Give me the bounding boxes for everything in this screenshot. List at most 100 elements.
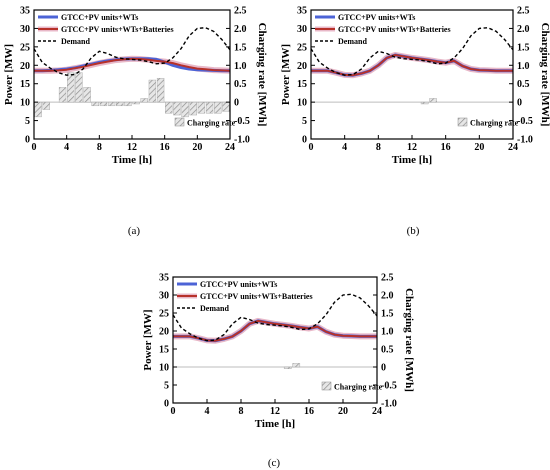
y-tick-label: 0 — [25, 135, 30, 146]
x-axis-title: Time [h] — [255, 418, 295, 430]
series-gtcc-pv-wt-batteries-line — [34, 57, 231, 72]
y-tick-label: 35 — [20, 6, 30, 17]
x-tick-label: 4 — [205, 406, 210, 417]
charging-rate-bar — [214, 101, 222, 114]
y2-tick-label: 1.5 — [517, 42, 530, 53]
x-tick-label: 8 — [239, 406, 244, 417]
y-tick-label: 5 — [164, 381, 169, 392]
y-tick-label: 5 — [302, 116, 307, 127]
y-tick-label: 25 — [20, 42, 30, 53]
y2-tick-label: -0.5 — [517, 116, 533, 127]
y2-tick-label: 0.5 — [234, 79, 247, 90]
charging-rate-bar — [173, 101, 181, 116]
x-tick-label: 4 — [342, 142, 347, 153]
legend-label: Charging rate — [187, 119, 236, 128]
charging-rate-bar — [420, 101, 429, 105]
charging-rate-bar — [429, 98, 437, 103]
y-tick-label: 15 — [20, 79, 30, 90]
panel-label: (a) — [128, 225, 141, 237]
y-tick-label: 25 — [297, 42, 307, 53]
charging-rate-bar — [124, 101, 132, 107]
chart-panel-2: 0 4 8 12 16 20 24 0 5 10 15 20 25 30 35 -1.0 -0.5 0 0.5 1.0… — [280, 6, 550, 238]
series-demand-line — [310, 26, 514, 76]
charging-rate-bar — [283, 366, 292, 369]
legend-label: Charging rate — [470, 119, 519, 128]
legend-swatch-hatch — [457, 117, 468, 127]
charging-rate-bar — [156, 77, 165, 103]
x-tick-label: 0 — [32, 142, 37, 153]
y-tick-label: 30 — [159, 291, 169, 302]
y2-axis-title: Charging rate [MWh] — [539, 23, 550, 127]
x-tick-label: 8 — [376, 142, 381, 153]
y2-tick-label: -1.0 — [381, 399, 397, 410]
x-tick-label: 20 — [338, 406, 348, 417]
legend-label: Demand — [61, 37, 90, 46]
y2-tick-label: -0.5 — [234, 116, 250, 127]
x-tick-label: 0 — [309, 142, 314, 153]
y2-tick-label: -0.5 — [381, 381, 397, 392]
legend-label: GTCC+PV units+WTs — [61, 13, 138, 22]
y2-tick-label: 2.0 — [381, 291, 394, 302]
y2-tick-label: 0 — [381, 363, 386, 374]
legend-swatch-hatch — [321, 381, 332, 391]
y2-tick-label: 2.0 — [234, 24, 247, 35]
y-axis-title: Power [MW] — [3, 44, 15, 105]
x-tick-label: 24 — [225, 142, 235, 153]
legend-label: Demand — [200, 304, 229, 313]
chart-panel-1: 0 4 8 12 16 20 24 0 5 10 15 20 25 30 35 -1.0 -0.5 0 0.5 1.0… — [3, 6, 268, 238]
x-axis-title: Time [h] — [392, 154, 432, 166]
y2-tick-label: 0.5 — [381, 345, 394, 356]
y2-tick-label: 1.5 — [234, 42, 247, 53]
charging-rate-bar — [75, 72, 83, 103]
series-demand-line — [33, 26, 231, 76]
x-axis-title: Time [h] — [112, 154, 152, 166]
legend-label: GTCC+PV units+WTs+Batteries — [200, 292, 313, 301]
y-axis-title: Power [MW] — [142, 309, 154, 370]
y-tick-label: 20 — [297, 61, 307, 72]
y-tick-label: 25 — [159, 309, 169, 320]
charging-rate-bar — [140, 98, 148, 103]
x-tick-label: 8 — [97, 142, 102, 153]
charging-rate-bar — [292, 363, 301, 368]
charging-rate-bar — [58, 87, 67, 103]
y2-tick-label: 1.5 — [381, 309, 394, 320]
x-tick-label: 16 — [441, 142, 451, 153]
y2-tick-label: 0 — [234, 98, 239, 109]
x-tick-label: 12 — [127, 142, 137, 153]
y-tick-label: 5 — [25, 116, 30, 127]
charging-rate-bar — [205, 101, 214, 114]
y2-tick-label: 0.5 — [517, 79, 530, 90]
charging-rate-bar — [165, 101, 173, 114]
y-tick-label: 10 — [297, 98, 307, 109]
x-tick-label: 24 — [372, 406, 382, 417]
y-tick-label: 20 — [159, 327, 169, 338]
y-tick-label: 30 — [20, 24, 30, 35]
x-tick-label: 20 — [474, 142, 484, 153]
y2-tick-label: 2.0 — [517, 24, 530, 35]
y2-tick-label: -1.0 — [517, 135, 533, 146]
charging-rate-bar — [42, 101, 50, 110]
charging-rate-bar — [34, 101, 42, 118]
y2-axis-title: Charging rate [MWh] — [256, 23, 268, 127]
charging-rate-bar — [132, 101, 140, 105]
x-tick-label: 16 — [160, 142, 170, 153]
y2-tick-label: 1.0 — [234, 61, 247, 72]
y2-tick-label: 2.5 — [517, 6, 530, 17]
charging-rate-bar — [181, 101, 189, 118]
y-axis-title: Power [MW] — [280, 44, 292, 105]
charging-rate-bar — [189, 101, 197, 116]
y2-tick-label: 1.0 — [381, 327, 394, 338]
x-tick-label: 12 — [270, 406, 280, 417]
y-tick-label: 15 — [159, 345, 169, 356]
legend-label: GTCC+PV units+WTs — [338, 13, 415, 22]
y-tick-label: 10 — [159, 363, 169, 374]
y-tick-label: 20 — [20, 61, 30, 72]
y-tick-label: 15 — [297, 79, 307, 90]
x-tick-label: 16 — [304, 406, 314, 417]
panel-label: (c) — [268, 457, 281, 469]
series-demand-line — [172, 293, 378, 342]
charging-rate-bar — [148, 79, 157, 103]
legend-swatch-hatch — [174, 117, 185, 127]
y-tick-label: 35 — [297, 6, 307, 17]
